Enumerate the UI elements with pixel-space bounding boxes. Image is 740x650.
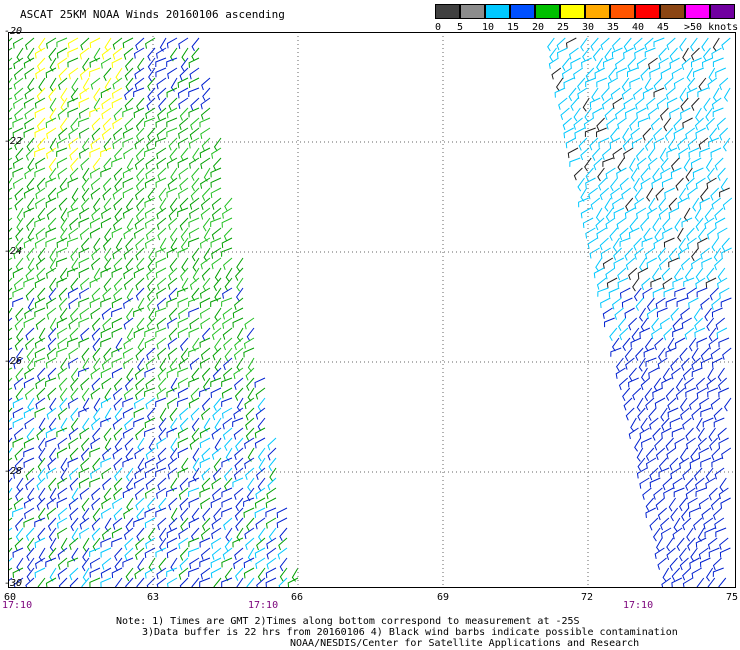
legend-label-20: 20 [532,22,545,33]
note-line-3: NOAA/NESDIS/Center for Satellite Applica… [290,638,640,649]
legend-label-50: >50 knots [684,22,739,33]
legend-swatch-11 [685,4,710,19]
wind-barb-map [8,32,736,588]
legend-label-25: 25 [557,22,570,33]
legend-label-15: 15 [507,22,520,33]
lat-label-28: -28 [4,466,23,477]
legend-swatch-3 [485,4,510,19]
lon-label-72: 72 [581,592,594,603]
legend-swatch-5 [535,4,560,19]
legend-label-0: 0 [435,22,442,33]
legend-swatch-2 [460,4,485,19]
map-grid [8,32,736,588]
pass-time-1: 17:10 [2,600,33,611]
map-frame [8,32,736,588]
legend-label-5: 5 [457,22,464,33]
legend-label-35: 35 [607,22,620,33]
lon-label-63: 63 [147,592,160,603]
legend-swatch-12 [710,4,735,19]
lat-label-20: -20 [4,26,23,37]
legend-swatch-6 [560,4,585,19]
pass-time-2: 17:10 [248,600,279,611]
lat-label-22: -22 [4,136,23,147]
map-title: ASCAT 25KM NOAA Winds 20160106 ascending [20,8,285,21]
note-line-1: Note: 1) Times are GMT 2)Times along bot… [116,616,580,627]
legend-label-45: 45 [657,22,670,33]
lon-label-69: 69 [437,592,450,603]
legend-swatch-10 [660,4,685,19]
legend-swatch-8 [610,4,635,19]
pass-time-3: 17:10 [623,600,654,611]
legend-swatch-1 [435,4,460,19]
legend-label-30: 30 [582,22,595,33]
legend-label-10: 10 [482,22,495,33]
note-line-2: 3)Data buffer is 22 hrs from 20160106 4)… [142,627,678,638]
legend-swatch-7 [585,4,610,19]
legend-swatch-9 [635,4,660,19]
lat-label-24: -24 [4,246,23,257]
lon-label-75: 75 [726,592,739,603]
legend-swatch-4 [510,4,535,19]
legend-label-40: 40 [632,22,645,33]
wind-barbs [8,37,733,588]
lat-label-30: -30 [4,578,23,589]
lon-label-66: 66 [291,592,304,603]
lon-label-60: 60 [4,592,17,603]
wind-speed-legend: 0 5 10 15 20 25 30 35 40 45 >50 knots [435,4,739,34]
lat-label-26: -26 [4,356,23,367]
